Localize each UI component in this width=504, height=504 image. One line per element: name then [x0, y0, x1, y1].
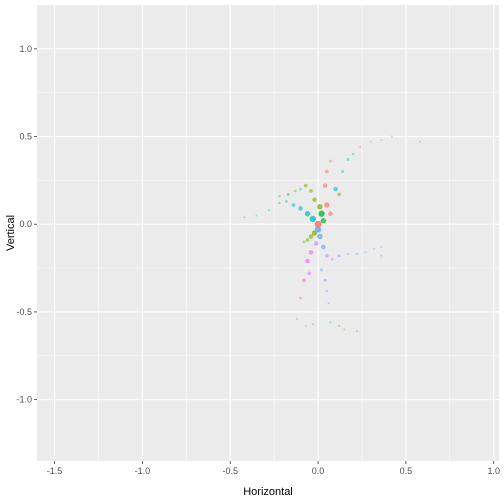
- data-point: [304, 324, 307, 327]
- plot-panel: [37, 5, 499, 461]
- data-point: [291, 203, 296, 207]
- data-point: [307, 271, 312, 276]
- data-point: [373, 247, 376, 250]
- data-point: [380, 139, 383, 142]
- data-point: [359, 145, 362, 149]
- data-point: [286, 192, 290, 196]
- y-tick-label: -1.0: [16, 395, 32, 405]
- data-point: [321, 244, 326, 250]
- data-point: [369, 140, 372, 143]
- y-axis-title: Vertical: [5, 215, 17, 251]
- data-point: [314, 220, 322, 228]
- data-point: [299, 296, 302, 300]
- data-point: [308, 250, 314, 255]
- data-point: [298, 206, 303, 211]
- data-point: [324, 202, 330, 208]
- data-point: [355, 330, 358, 333]
- data-point: [295, 317, 299, 321]
- data-point: [278, 201, 281, 205]
- data-point: [318, 210, 325, 217]
- data-point: [302, 240, 306, 244]
- x-tick-label: -1.0: [135, 466, 151, 476]
- data-point: [304, 211, 311, 217]
- y-tick-label: -0.5: [16, 307, 32, 317]
- data-point: [243, 216, 246, 219]
- major-gridlines: [37, 5, 499, 461]
- data-point: [314, 226, 322, 233]
- data-point: [328, 159, 332, 163]
- data-point: [325, 289, 329, 293]
- data-point: [338, 324, 341, 327]
- data-point: [305, 258, 310, 264]
- y-tick-label: 1.0: [19, 44, 32, 54]
- data-point: [323, 278, 327, 282]
- data-point: [302, 278, 306, 283]
- data-point: [312, 197, 317, 202]
- y-tick-label: 0.0: [19, 219, 32, 229]
- y-axis: -1.0 -0.5 0.0 0.5 1.0: [16, 44, 37, 405]
- data-point: [317, 203, 323, 210]
- data-point: [311, 323, 314, 326]
- data-point: [324, 169, 329, 174]
- data-point: [309, 189, 313, 193]
- data-point: [343, 328, 346, 331]
- data-point: [418, 140, 421, 143]
- x-tick-label: 1.0: [487, 466, 500, 476]
- data-point: [380, 246, 383, 249]
- x-tick-label: -1.5: [47, 466, 63, 476]
- data-point: [303, 183, 308, 188]
- data-point: [293, 189, 297, 193]
- data-point: [314, 241, 319, 246]
- data-point: [351, 152, 355, 156]
- data-point: [390, 135, 393, 138]
- data-point: [305, 238, 310, 242]
- data-point: [328, 211, 333, 216]
- data-point: [267, 209, 270, 212]
- data-points: [243, 135, 421, 333]
- data-point: [346, 252, 350, 256]
- data-point: [309, 215, 316, 223]
- data-point: [330, 257, 334, 261]
- x-axis-title: Horizontal: [243, 486, 293, 498]
- x-axis: -1.5 -1.0 -0.5 0.0 0.5 1.0: [47, 461, 500, 476]
- data-point: [327, 302, 330, 305]
- data-point: [285, 199, 288, 203]
- data-point: [355, 252, 358, 256]
- data-point: [329, 321, 332, 324]
- data-point: [341, 170, 345, 174]
- data-point: [380, 254, 383, 257]
- data-point: [333, 186, 338, 192]
- data-point: [337, 254, 341, 258]
- x-tick-label: 0.0: [312, 466, 325, 476]
- data-point: [317, 233, 323, 240]
- x-tick-label: -0.5: [222, 466, 238, 476]
- minor-gridlines: [37, 5, 499, 461]
- data-point: [308, 234, 314, 239]
- data-point: [324, 253, 329, 258]
- y-tick-label: 0.5: [19, 132, 32, 142]
- data-point: [278, 194, 281, 198]
- data-point: [346, 157, 350, 161]
- data-point: [320, 268, 324, 272]
- data-point: [299, 187, 302, 191]
- data-point: [322, 183, 328, 188]
- data-point: [364, 251, 367, 254]
- data-point: [337, 192, 342, 197]
- data-point: [255, 214, 258, 217]
- data-point: [320, 218, 327, 224]
- x-tick-label: 0.5: [400, 466, 413, 476]
